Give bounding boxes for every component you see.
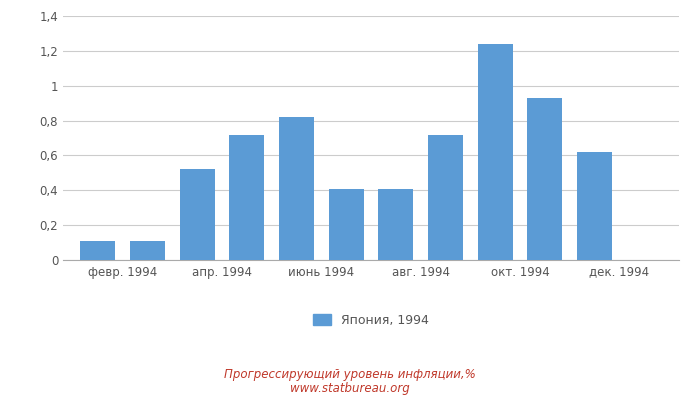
Bar [80, 241, 116, 260]
Bar [379, 188, 413, 260]
Bar [180, 169, 214, 260]
Text: www.statbureau.org: www.statbureau.org [290, 382, 410, 395]
Bar [428, 134, 463, 260]
Text: Прогрессирующий уровень инфляции,%: Прогрессирующий уровень инфляции,% [224, 368, 476, 381]
Bar [279, 117, 314, 260]
Bar [130, 241, 164, 260]
Bar [230, 134, 264, 260]
Bar [578, 152, 612, 260]
Bar [329, 188, 363, 260]
Bar [478, 44, 512, 260]
Legend: Япония, 1994: Япония, 1994 [308, 309, 434, 332]
Bar [528, 98, 562, 260]
